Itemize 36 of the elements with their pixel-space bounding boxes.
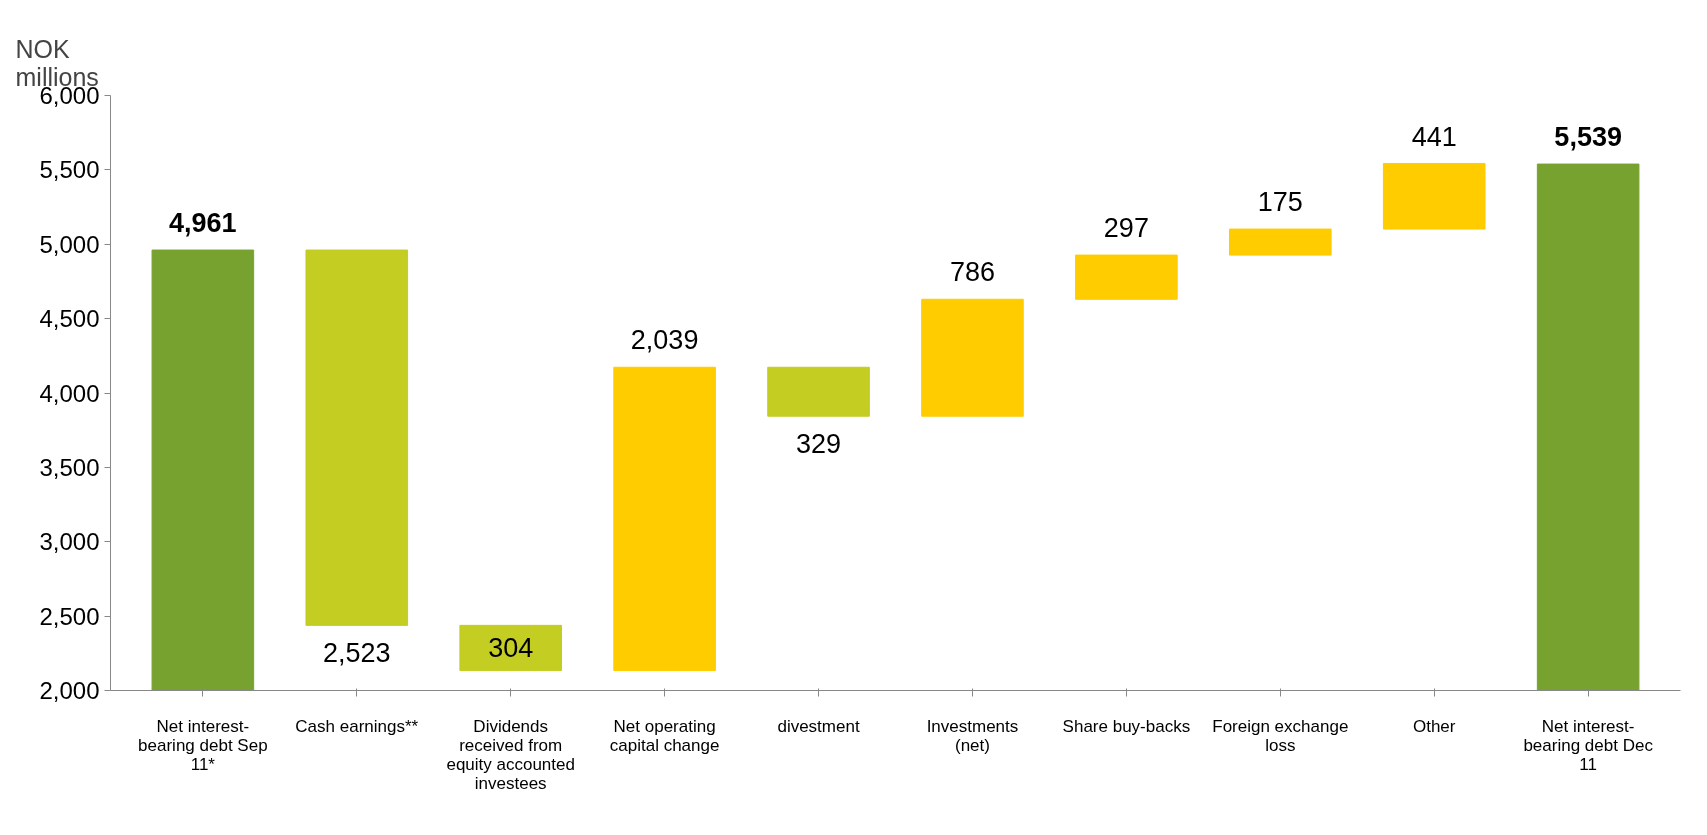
bar [613, 366, 716, 672]
bar [1229, 228, 1332, 256]
x-tick-label: Foreign exchange loss [1212, 716, 1349, 755]
data-label: 329 [796, 429, 842, 460]
bar [305, 249, 409, 626]
y-tick-label: 5,000 [39, 230, 100, 258]
x-tick-label: Net interest-bearing debt Dec 11 [1523, 716, 1654, 774]
x-tick-label: Cash earnings** [295, 716, 419, 736]
y-tick-label: 3,500 [39, 453, 100, 481]
x-tick-label: Net interest-bearing debt Sep 11* [138, 716, 268, 774]
data-label: 441 [1411, 121, 1457, 152]
data-label: 4,961 [169, 208, 237, 239]
y-tick-label: 4,000 [39, 379, 100, 407]
y-tick-label: 2,500 [39, 602, 100, 630]
x-tick-label: Share buy-backs [1062, 716, 1191, 736]
data-label: 304 [488, 633, 534, 664]
y-tick-label: 4,500 [39, 305, 100, 333]
y-tick-label: 3,000 [39, 528, 100, 556]
bar [1382, 162, 1486, 230]
data-label: 175 [1257, 187, 1303, 218]
data-label: 786 [949, 257, 995, 288]
x-tick-label: Dividends received from equity accounted investees [446, 716, 575, 793]
bar [1075, 254, 1178, 300]
x-tick-label: divestment [777, 716, 860, 736]
data-label: 5,539 [1554, 122, 1622, 153]
x-tick-label: Other [1412, 716, 1456, 736]
y-tick-label: 5,500 [39, 156, 100, 184]
bar [459, 624, 562, 672]
data-label: 297 [1103, 213, 1149, 244]
bar [767, 366, 870, 417]
bar [921, 298, 1024, 417]
y-tick-label: 2,000 [39, 677, 100, 704]
x-tick-label: Investments (net) [926, 716, 1019, 755]
data-label: 2,039 [630, 325, 699, 356]
data-label: 2,523 [322, 638, 391, 669]
x-tick-label: Net operating capital change [609, 716, 720, 755]
